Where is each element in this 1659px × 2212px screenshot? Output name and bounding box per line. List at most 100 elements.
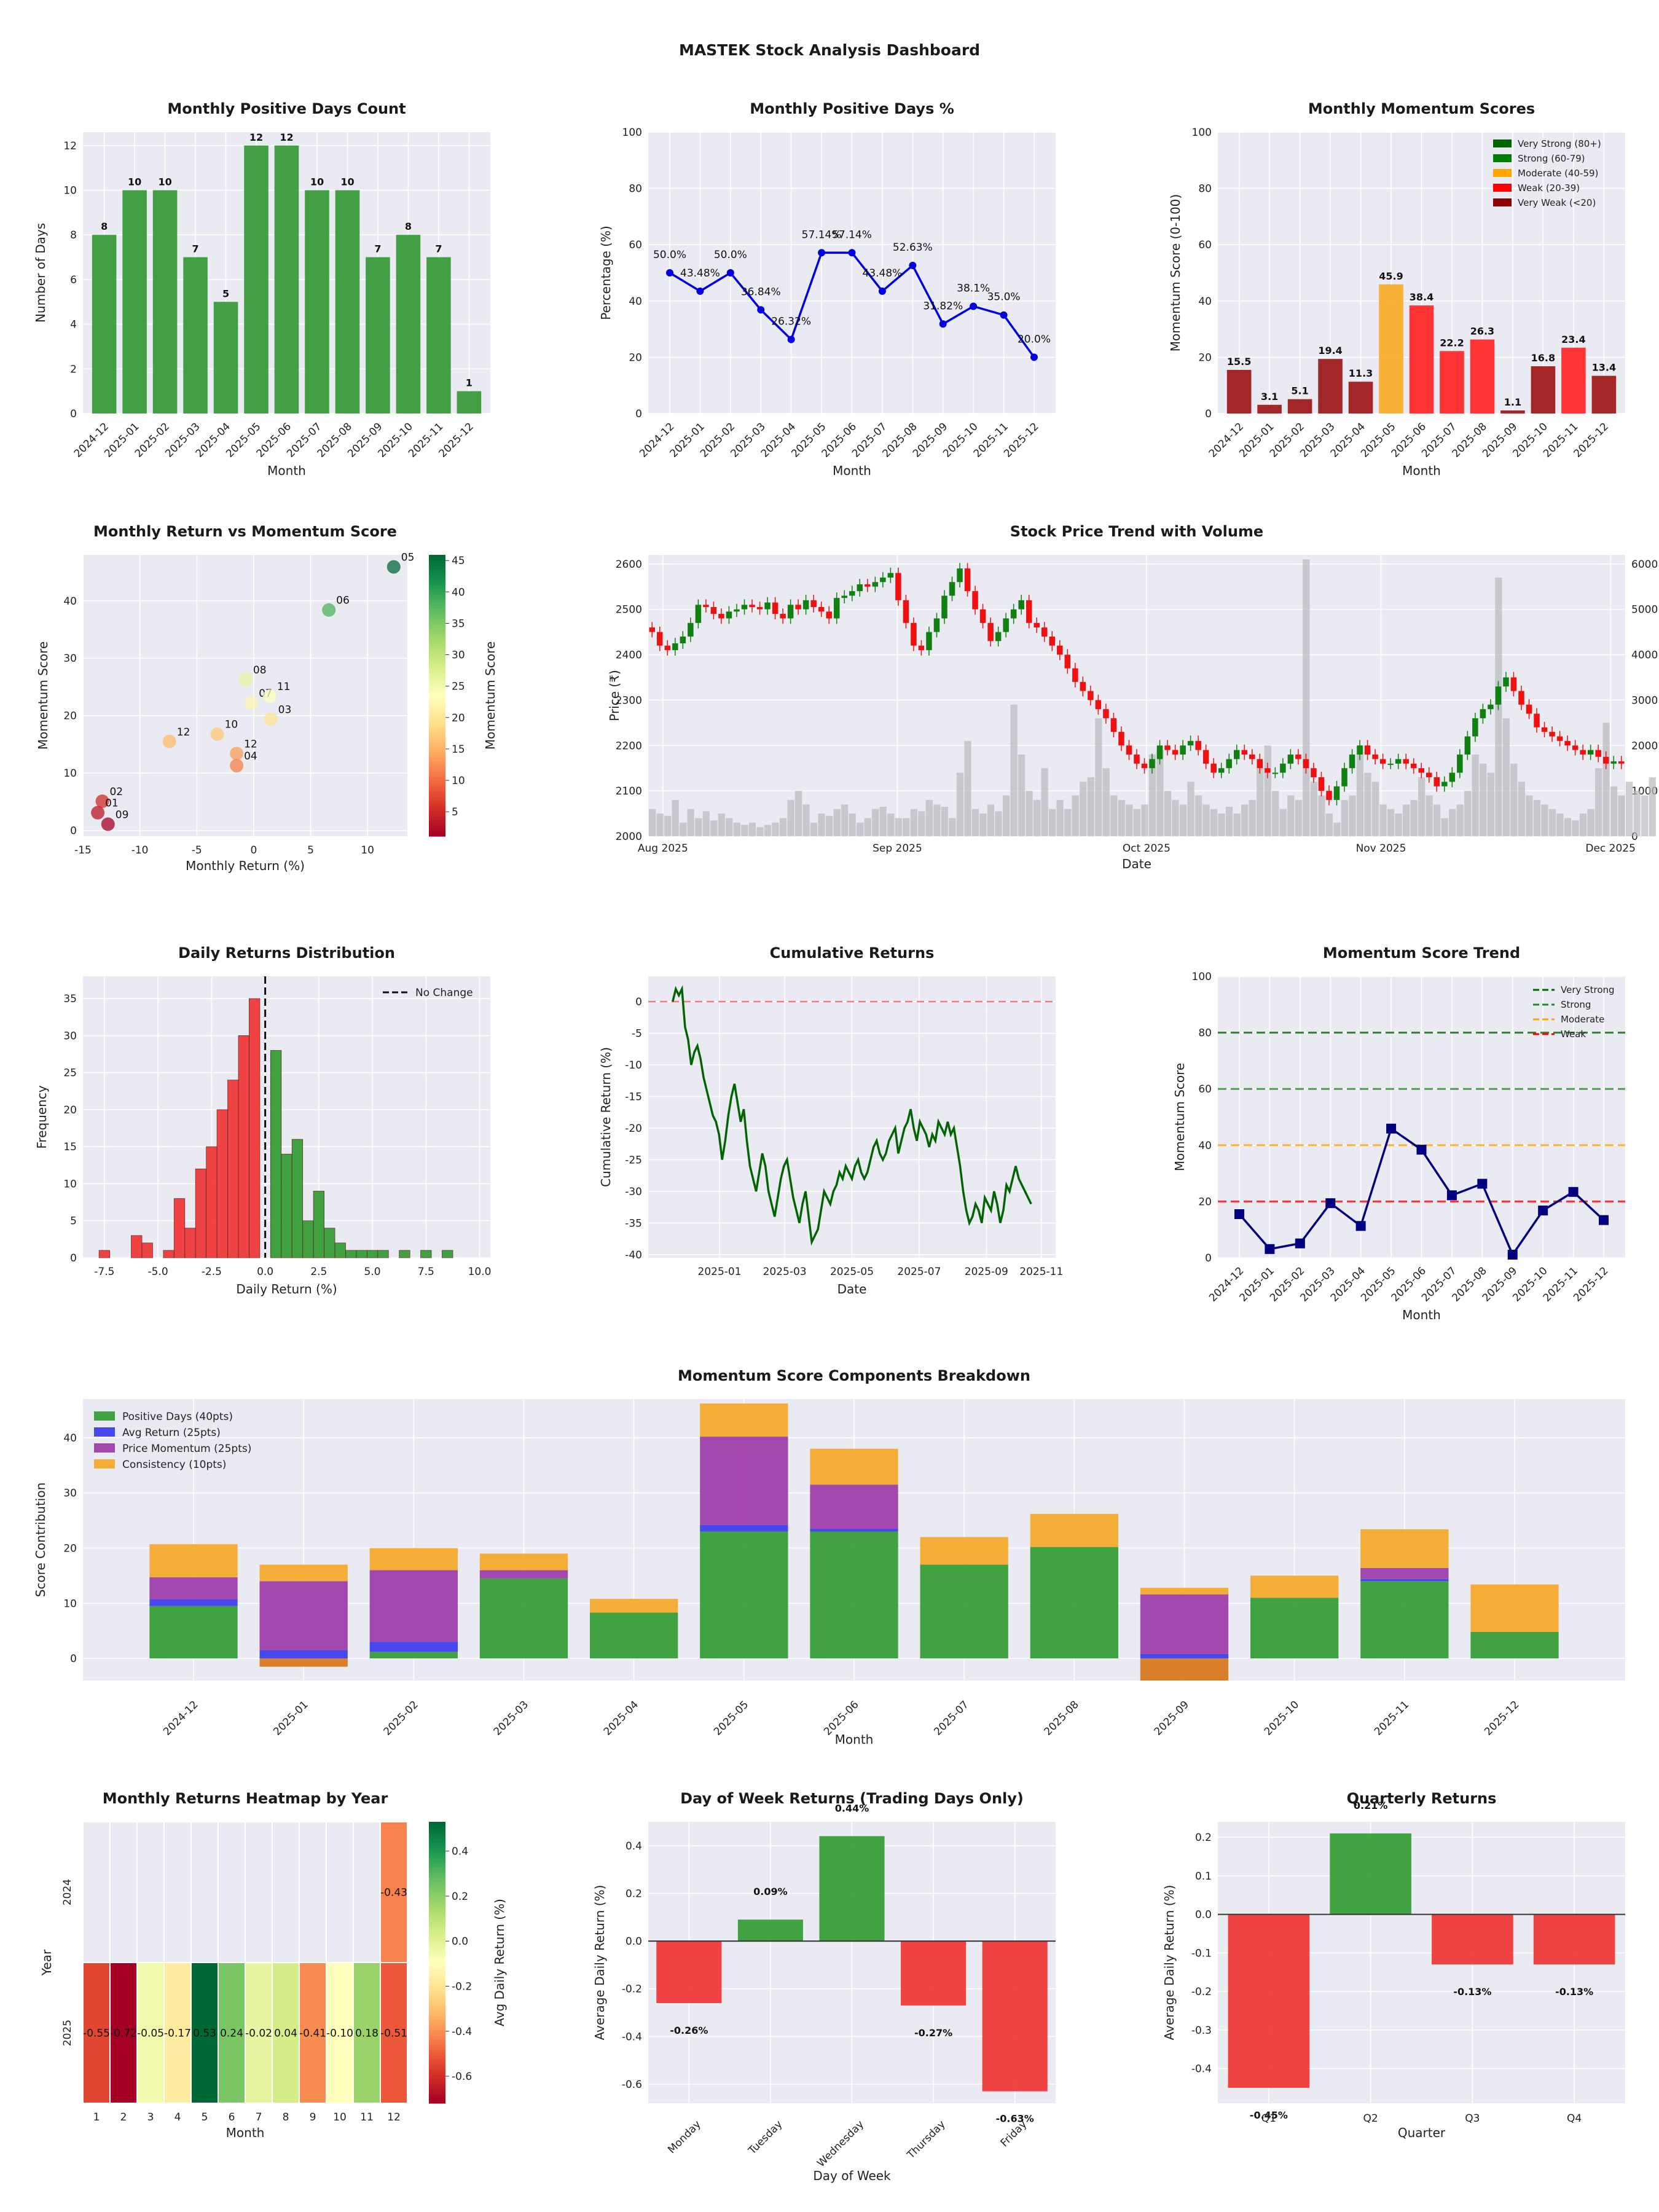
price-trend-volume-bar — [910, 809, 917, 836]
components-segment — [479, 1570, 568, 1579]
components-segment — [700, 1531, 788, 1659]
price-trend-candle-body — [857, 584, 863, 592]
momentum-trend-y-tick: 0 — [1205, 1252, 1212, 1265]
price-trend-volume-bar — [1510, 763, 1518, 836]
heatmap-cell — [163, 1962, 192, 2104]
components-segment — [590, 1599, 678, 1613]
return-vs-momentum-colorbar-segment — [429, 805, 445, 809]
price-trend-candle-body — [1088, 691, 1094, 700]
price-trend-x-tick: Aug 2025 — [638, 842, 688, 855]
daily-returns-dist-bin — [184, 1228, 196, 1258]
heatmap-cell-label: -0.72 — [110, 2028, 137, 2040]
heatmap-colorbar-segment — [429, 2033, 445, 2036]
momentum-trend-point — [1446, 1190, 1457, 1201]
pos-days-count-chart: Monthly Positive Days Count0246810128202… — [33, 100, 490, 478]
return-vs-momentum-colorbar-segment — [429, 681, 445, 685]
heatmap-x-label: Month — [226, 2125, 265, 2140]
price-trend-volume-bar — [695, 818, 702, 836]
return-vs-momentum-point-label: 04 — [244, 750, 257, 763]
heatmap-colorbar-segment — [429, 2083, 445, 2087]
heatmap-colorbar-segment — [429, 2004, 445, 2008]
heatmap-colorbar-segment — [429, 2044, 445, 2047]
return-vs-momentum-colorbar-segment — [429, 782, 445, 786]
return-vs-momentum-y-tick: 20 — [63, 710, 77, 723]
momentum-trend-chart: Momentum Score Trend 0 20 40 60 80 100 Very Str… — [1172, 944, 1625, 1322]
momentum-scores-y-tick: 60 — [1198, 239, 1212, 251]
return-vs-momentum-colorbar-segment — [429, 788, 445, 792]
price-trend-volume-bar — [1026, 791, 1033, 836]
heatmap-colorbar-segment — [429, 2036, 445, 2039]
return-vs-momentum-plot-area — [83, 555, 407, 836]
price-trend-volume-bar — [779, 818, 787, 836]
momentum-scores-bar — [1379, 284, 1403, 414]
components-y-tick: 10 — [63, 1598, 77, 1610]
heatmap-colorbar-segment — [429, 1948, 445, 1952]
price-trend-volume-bar — [1179, 804, 1187, 836]
return-vs-momentum-point — [95, 794, 109, 808]
price-trend-candle-body — [1287, 755, 1294, 764]
heatmap-colorbar-segment — [429, 1959, 445, 1963]
return-vs-momentum-point — [262, 689, 276, 703]
price-trend-volume-bar — [787, 799, 794, 836]
price-trend-candle-body — [1372, 755, 1378, 759]
heatmap-colorbar-segment — [429, 1908, 445, 1913]
dow-returns-y-label: Average Daily Return (%) — [592, 1885, 607, 2041]
return-vs-momentum-colorbar-segment — [429, 614, 445, 618]
return-vs-momentum-colorbar-segment — [429, 557, 445, 561]
heatmap-colorbar-segment — [429, 1954, 445, 1958]
price-trend-volume-bar — [1233, 814, 1241, 836]
price-trend-volume-bar — [1333, 822, 1341, 836]
return-vs-momentum-colorbar-segment — [429, 608, 445, 612]
dow-returns-x-label: Day of Week — [813, 2168, 891, 2183]
cumulative-returns-y-tick: -40 — [625, 1249, 642, 1261]
return-vs-momentum-x-label: Monthly Return (%) — [186, 858, 305, 873]
price-trend-candle-body — [1488, 704, 1494, 710]
heatmap-colorbar-tick: -0.6 — [452, 2071, 472, 2083]
price-trend-volume-bar — [1126, 804, 1133, 836]
price-trend-volume-bar — [1318, 795, 1325, 836]
heatmap-colorbar-segment — [429, 2061, 445, 2065]
return-vs-momentum-colorbar-segment — [429, 600, 445, 603]
pos-days-count-bar — [274, 145, 299, 414]
return-vs-momentum-colorbar-segment — [429, 575, 445, 578]
price-trend-volume-bar — [1626, 782, 1633, 836]
pos-days-pct-point-label: 20.0% — [1018, 333, 1051, 345]
price-trend-candle-body — [726, 611, 732, 619]
heatmap-colorbar-segment — [429, 1869, 445, 1873]
return-vs-momentum-colorbar-segment — [429, 633, 445, 637]
return-vs-momentum-point-label: 03 — [278, 704, 292, 716]
price-trend-volume-bar — [1649, 777, 1656, 836]
daily-returns-dist-y-tick: 25 — [63, 1067, 77, 1080]
price-trend-candle-body — [1433, 777, 1440, 786]
return-vs-momentum-colorbar-segment — [429, 737, 445, 741]
quarterly-returns-y-tick: -0.2 — [1191, 1986, 1212, 1998]
heatmap-cell — [109, 1962, 138, 2104]
pos-days-pct-point — [970, 302, 978, 310]
return-vs-momentum-colorbar-segment — [429, 799, 445, 803]
price-trend-candle-body — [1464, 736, 1471, 755]
heatmap-colorbar-segment — [429, 1985, 445, 1988]
heatmap-colorbar-segment — [429, 1861, 445, 1865]
return-vs-momentum-colorbar-tick: 30 — [452, 649, 465, 662]
components-chart: Momentum Score Components Breakdown 0 10 20… — [33, 1367, 1625, 1747]
heatmap-chart: Monthly Returns Heatmap by Year-0.43-0.5… — [39, 1790, 507, 2140]
return-vs-momentum-colorbar-segment — [429, 678, 445, 682]
return-vs-momentum-colorbar-segment — [429, 732, 445, 735]
price-trend-volume-tick: 5000 — [1631, 604, 1658, 616]
momentum-scores-bar — [1500, 410, 1525, 414]
cumulative-returns-y-tick: -15 — [625, 1091, 642, 1104]
pos-days-pct-y-tick: 0 — [635, 408, 642, 420]
pos-days-pct-point — [696, 287, 704, 295]
pos-days-count-y-tick: 2 — [70, 363, 77, 375]
return-vs-momentum-colorbar-segment — [429, 628, 445, 632]
cumulative-returns-x-tick: 2025-03 — [763, 1266, 807, 1278]
daily-returns-dist-y-tick: 0 — [70, 1252, 77, 1265]
quarterly-returns-bar — [1228, 1914, 1310, 2088]
price-trend-volume-bar — [933, 804, 941, 836]
return-vs-momentum-colorbar-segment — [429, 568, 445, 573]
heatmap-colorbar-segment — [429, 2086, 445, 2090]
heatmap-x-tick: 1 — [93, 2111, 100, 2124]
price-trend-volume-tick: 0 — [1631, 831, 1638, 843]
price-trend-volume-bar — [1610, 786, 1618, 836]
momentum-trend-point — [1386, 1123, 1397, 1134]
